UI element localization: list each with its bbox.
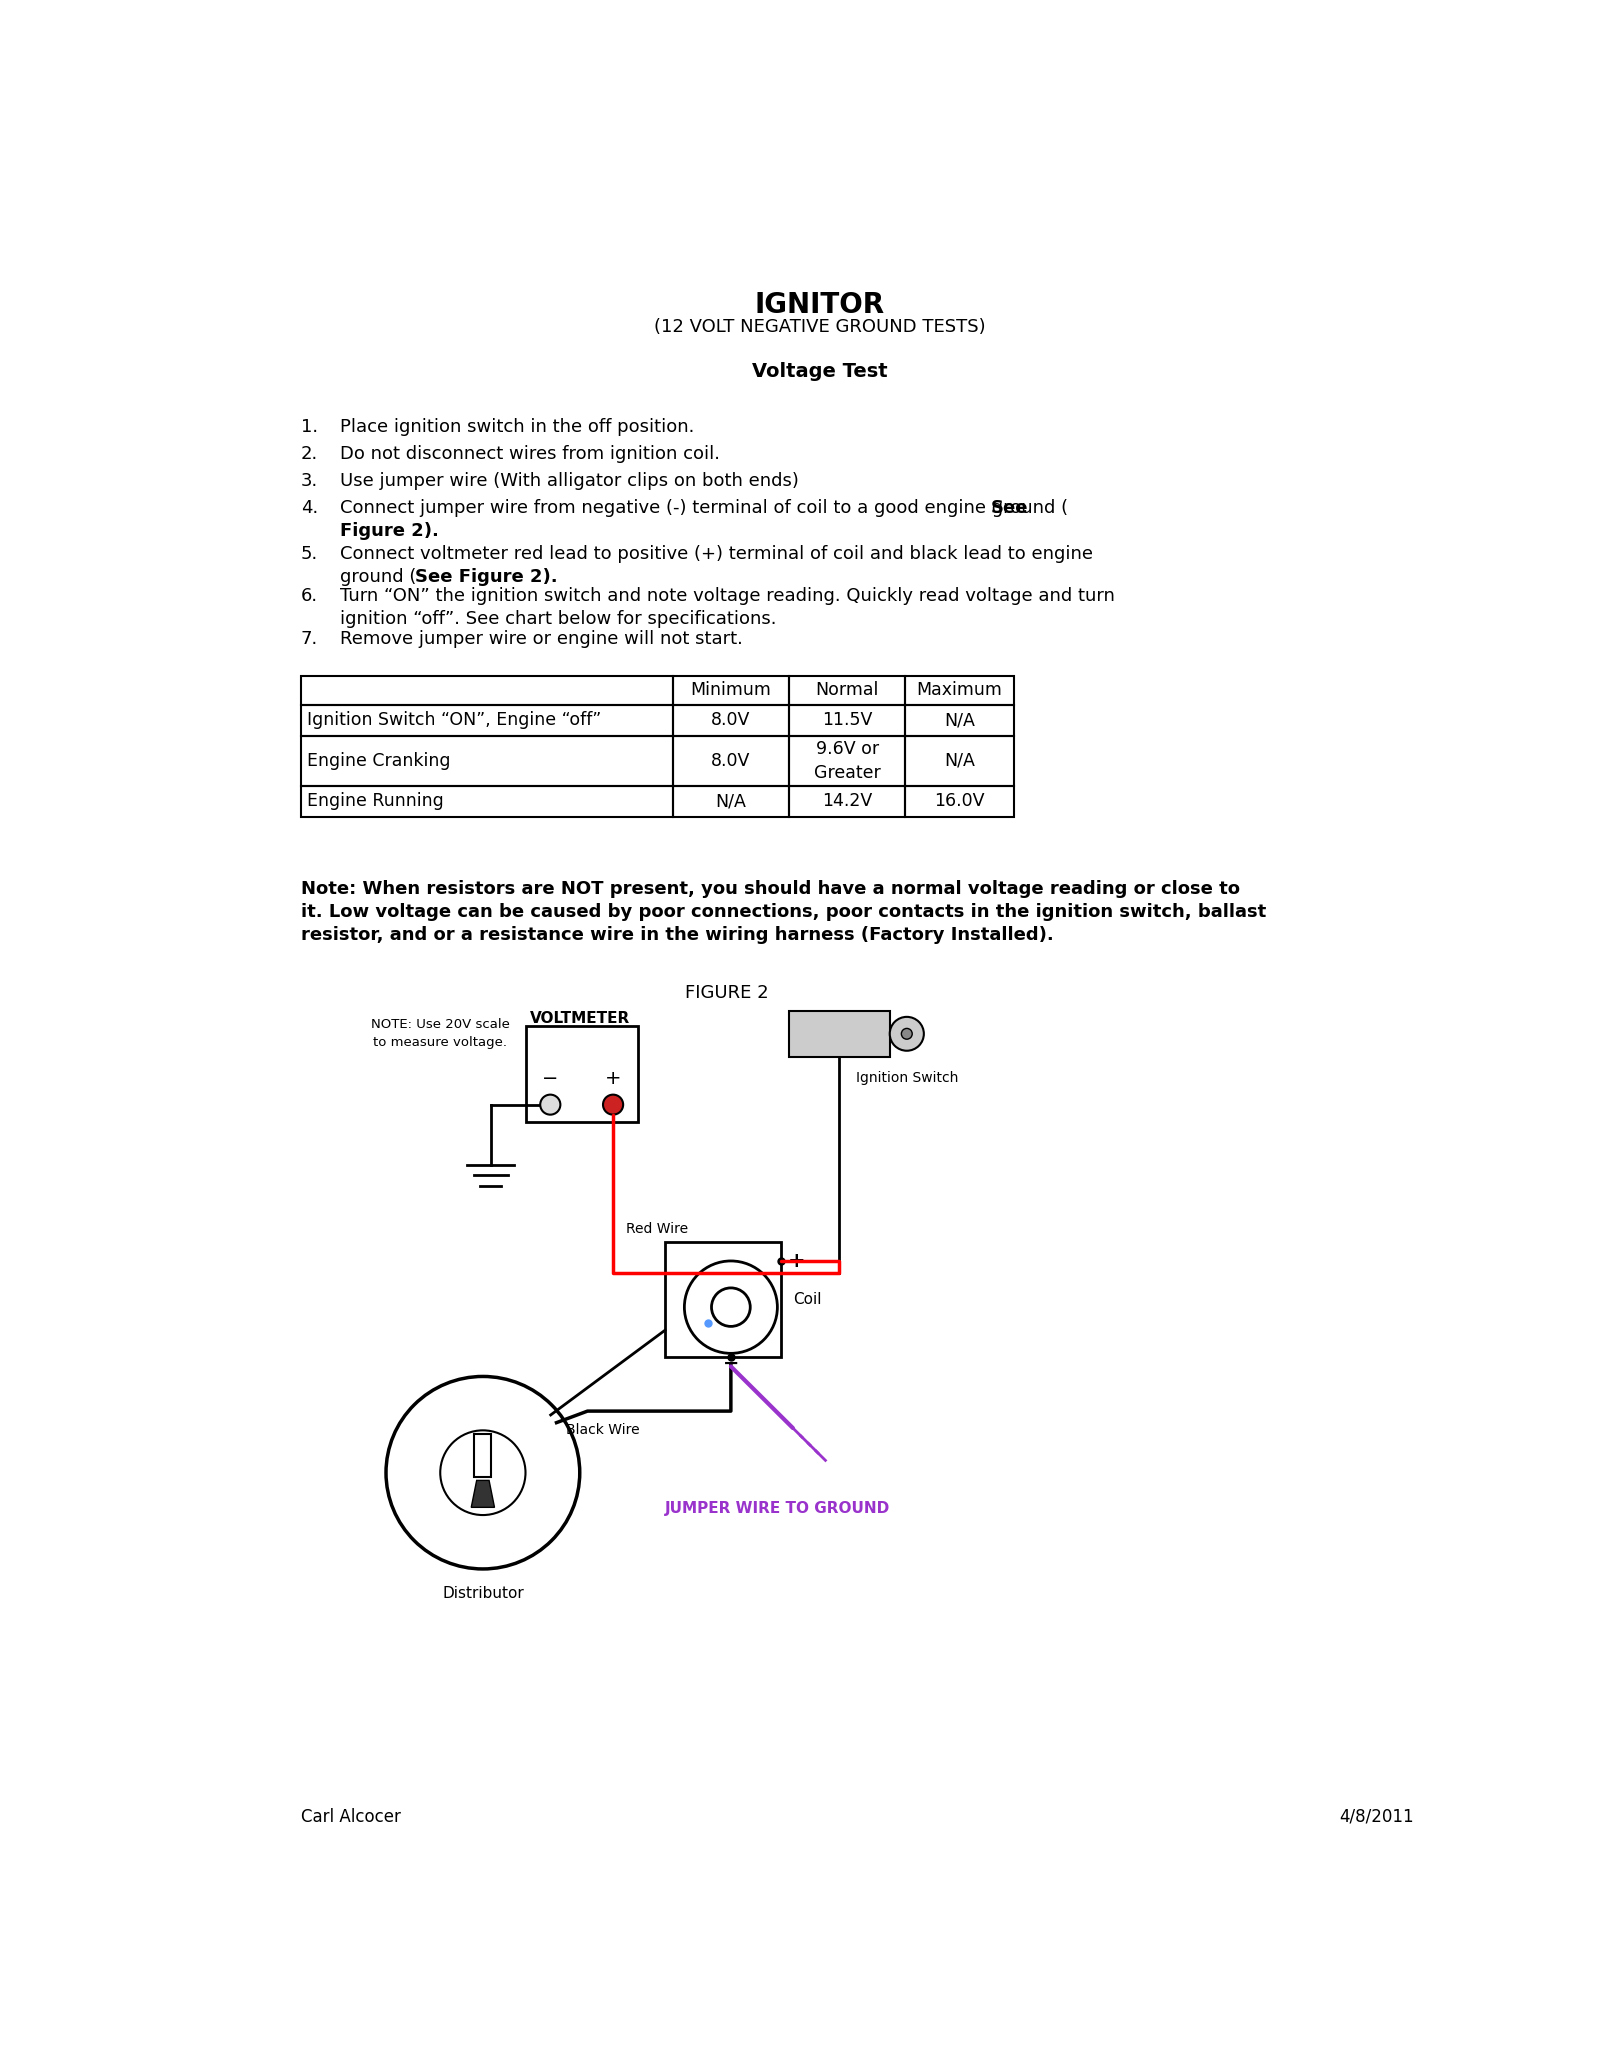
Text: VOLTMETER: VOLTMETER (530, 1010, 630, 1027)
Text: −: − (723, 1354, 739, 1372)
Text: Ignition Switch “ON”, Engine “off”: Ignition Switch “ON”, Engine “off” (307, 712, 602, 729)
Text: 1.: 1. (301, 418, 318, 437)
Text: 5.: 5. (301, 544, 318, 563)
Circle shape (712, 1288, 750, 1327)
Text: Do not disconnect wires from ignition coil.: Do not disconnect wires from ignition co… (339, 445, 720, 464)
Circle shape (440, 1430, 525, 1515)
Text: IGNITOR: IGNITOR (755, 290, 885, 319)
Text: 9.6V or
Greater: 9.6V or Greater (814, 741, 880, 782)
Text: Coil: Coil (794, 1292, 821, 1306)
Text: +: + (605, 1068, 621, 1089)
Text: 16.0V: 16.0V (934, 793, 984, 809)
Text: 8.0V: 8.0V (710, 712, 750, 729)
Polygon shape (472, 1480, 494, 1507)
Text: Connect jumper wire from negative (-) terminal of coil to a good engine ground (: Connect jumper wire from negative (-) te… (339, 499, 1067, 518)
Text: ground (: ground ( (339, 567, 416, 586)
Text: Note: When resistors are NOT present, you should have a normal voltage reading o: Note: When resistors are NOT present, yo… (301, 880, 1240, 898)
Text: −: − (542, 1068, 558, 1089)
Polygon shape (525, 1027, 638, 1122)
Text: 11.5V: 11.5V (822, 712, 872, 729)
Polygon shape (474, 1435, 491, 1476)
Text: Maximum: Maximum (917, 681, 1003, 700)
Text: Normal: Normal (816, 681, 878, 700)
Circle shape (685, 1261, 778, 1354)
Text: 8.0V: 8.0V (710, 751, 750, 770)
Text: N/A: N/A (944, 712, 974, 729)
Text: N/A: N/A (944, 751, 974, 770)
Text: Distributor: Distributor (442, 1586, 523, 1600)
Text: JUMPER WIRE TO GROUND: JUMPER WIRE TO GROUND (664, 1501, 890, 1515)
Text: See Figure 2).: See Figure 2). (414, 567, 557, 586)
Circle shape (386, 1377, 579, 1569)
Polygon shape (789, 1010, 890, 1058)
Text: 3.: 3. (301, 472, 318, 491)
Text: Red Wire: Red Wire (626, 1223, 688, 1236)
Text: Use jumper wire (With alligator clips on both ends): Use jumper wire (With alligator clips on… (339, 472, 798, 491)
Circle shape (890, 1016, 923, 1052)
Circle shape (603, 1095, 622, 1114)
Text: 2.: 2. (301, 445, 318, 464)
Text: FIGURE 2: FIGURE 2 (685, 983, 770, 1002)
Text: 4/8/2011: 4/8/2011 (1339, 1807, 1414, 1826)
Text: Minimum: Minimum (691, 681, 771, 700)
Text: 4.: 4. (301, 499, 318, 518)
Text: Voltage Test: Voltage Test (752, 362, 888, 381)
Text: Engine Cranking: Engine Cranking (307, 751, 451, 770)
Text: it. Low voltage can be caused by poor connections, poor contacts in the ignition: it. Low voltage can be caused by poor co… (301, 903, 1266, 921)
Text: 7.: 7. (301, 629, 318, 648)
Text: ignition “off”. See chart below for specifications.: ignition “off”. See chart below for spec… (339, 611, 776, 629)
Text: Engine Running: Engine Running (307, 793, 443, 809)
Text: resistor, and or a resistance wire in the wiring harness (Factory Installed).: resistor, and or a resistance wire in th… (301, 925, 1053, 944)
Text: 14.2V: 14.2V (822, 793, 872, 809)
Text: NOTE: Use 20V scale
to measure voltage.: NOTE: Use 20V scale to measure voltage. (371, 1018, 510, 1049)
Text: 6.: 6. (301, 588, 318, 604)
Text: Carl Alcocer: Carl Alcocer (301, 1807, 400, 1826)
Text: Place ignition switch in the off position.: Place ignition switch in the off positio… (339, 418, 694, 437)
Text: +: + (787, 1250, 805, 1271)
Text: Connect voltmeter red lead to positive (+) terminal of coil and black lead to en: Connect voltmeter red lead to positive (… (339, 544, 1093, 563)
Text: Ignition Switch: Ignition Switch (856, 1070, 958, 1085)
Text: Black Wire: Black Wire (566, 1422, 640, 1437)
Text: Turn “ON” the ignition switch and note voltage reading. Quickly read voltage and: Turn “ON” the ignition switch and note v… (339, 588, 1114, 604)
Text: Figure 2).: Figure 2). (339, 522, 438, 540)
Text: (12 VOLT NEGATIVE GROUND TESTS): (12 VOLT NEGATIVE GROUND TESTS) (654, 317, 986, 335)
Text: Remove jumper wire or engine will not start.: Remove jumper wire or engine will not st… (339, 629, 742, 648)
Circle shape (901, 1029, 912, 1039)
Polygon shape (666, 1242, 781, 1358)
Text: N/A: N/A (715, 793, 746, 809)
Text: See: See (990, 499, 1027, 518)
Circle shape (541, 1095, 560, 1114)
